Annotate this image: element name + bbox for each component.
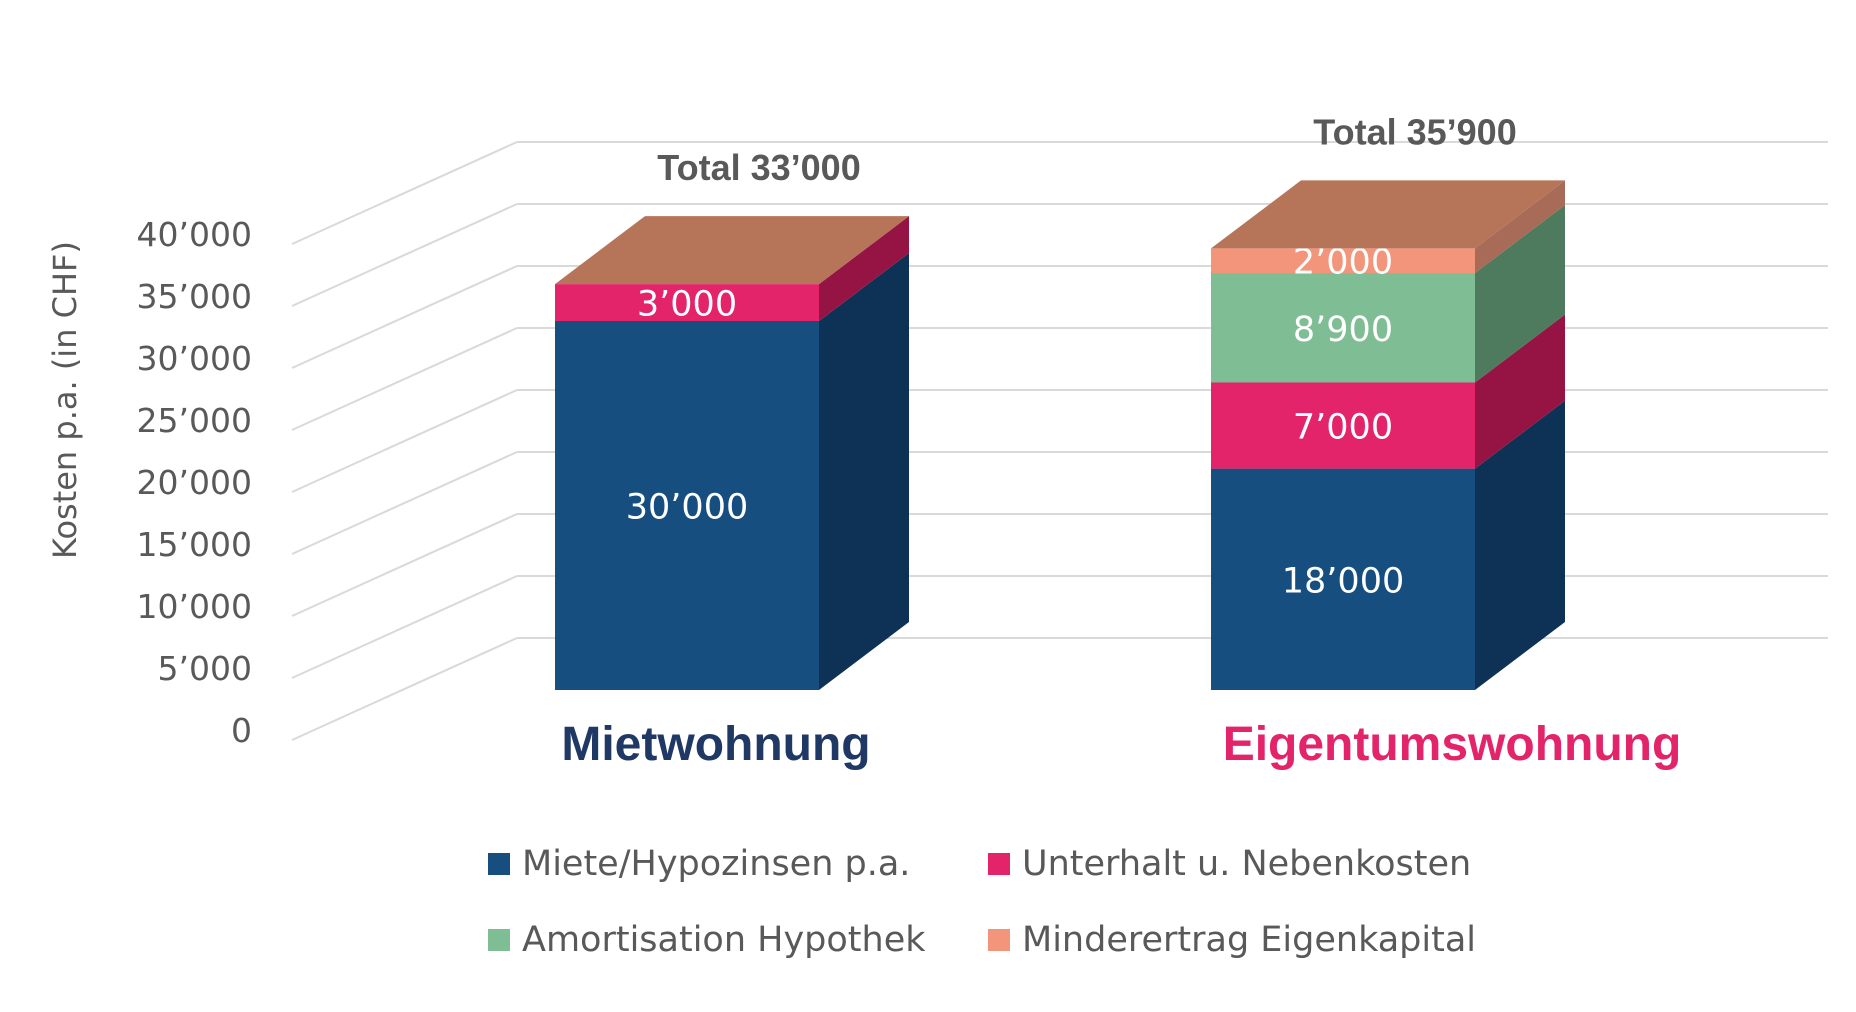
gridline-diagonal <box>291 513 518 617</box>
total-label: Total 35’900 <box>1313 111 1516 152</box>
legend-swatch <box>488 929 510 951</box>
gridline-diagonal <box>291 327 518 431</box>
data-label: 8’900 <box>1293 310 1393 350</box>
bar-segment <box>1211 382 1475 469</box>
legend-swatch <box>488 853 510 875</box>
gridline-diagonal <box>291 141 518 245</box>
bar-segment <box>1211 248 1475 274</box>
gridline-diagonal <box>291 203 518 307</box>
gridline-diagonal <box>291 637 518 741</box>
bar-segment-side <box>1475 180 1565 274</box>
y-axis-title: Kosten p.a. (in CHF) <box>46 241 84 559</box>
bar-segment-side <box>1475 400 1565 690</box>
y-tick-label: 40’000 <box>137 215 252 254</box>
gridline-diagonal <box>291 389 518 493</box>
bar-segment <box>1211 468 1475 690</box>
data-label: 7’000 <box>1293 408 1393 448</box>
category-labels: Mietwohnung Eigentumswohnung <box>561 718 1681 771</box>
legend-label: Miete/Hypozinsen p.a. <box>522 844 911 884</box>
legend-label: Minderertrag Eigenkapital <box>1022 920 1477 960</box>
legend-label: Unterhalt u. Nebenkosten <box>1022 844 1472 884</box>
total-label: Total 33’000 <box>657 147 860 188</box>
data-label: 2’000 <box>1293 243 1393 283</box>
category-label: Eigentumswohnung <box>1223 718 1682 771</box>
y-tick-label: 0 <box>231 711 252 750</box>
legend-item-minderertrag: Minderertrag Eigenkapital <box>988 920 1488 960</box>
bar-segment-side <box>819 216 909 321</box>
legend-item-amortisation: Amortisation Hypothek <box>488 920 988 960</box>
legend-swatch <box>988 853 1010 875</box>
bar-segment <box>1211 273 1475 383</box>
y-axis: 0 5’000 10’000 15’000 20’000 25’000 30’000 35’0… <box>137 215 252 750</box>
bar-segment-side <box>1475 205 1565 383</box>
gridline-diagonal <box>291 265 518 369</box>
category-label: Mietwohnung <box>561 718 870 771</box>
bar-segment-side <box>1475 314 1565 469</box>
legend-swatch <box>988 929 1010 951</box>
bar-segment <box>555 321 819 690</box>
bar-top <box>555 216 909 285</box>
legend-label: Amortisation Hypothek <box>522 920 926 960</box>
y-tick-label: 20’000 <box>137 463 252 502</box>
chart-gridlines <box>291 141 1828 741</box>
y-tick-label: 35’000 <box>137 277 252 316</box>
bar-segment-side <box>819 253 909 690</box>
data-label: 18’000 <box>1282 561 1404 601</box>
gridline-diagonal <box>291 575 518 679</box>
y-tick-label: 5’000 <box>158 649 252 688</box>
y-tick-label: 15’000 <box>137 525 252 564</box>
y-tick-label: 10’000 <box>137 587 252 626</box>
legend: Miete/Hypozinsen p.a. Unterhalt u. Neben… <box>488 844 1488 960</box>
legend-item-unterhalt: Unterhalt u. Nebenkosten <box>988 844 1488 884</box>
gridline-diagonal <box>291 451 518 555</box>
legend-item-miete: Miete/Hypozinsen p.a. <box>488 844 988 884</box>
bar-top <box>1211 180 1565 249</box>
bar-segment <box>555 284 819 321</box>
y-tick-label: 25’000 <box>137 401 252 440</box>
bars: 30’000 3’000 Total 33’000 18’000 7’000 8’900 2… <box>555 111 1565 690</box>
y-tick-label: 30’000 <box>137 339 252 378</box>
data-label: 3’000 <box>637 285 737 325</box>
data-label: 30’000 <box>626 488 748 528</box>
